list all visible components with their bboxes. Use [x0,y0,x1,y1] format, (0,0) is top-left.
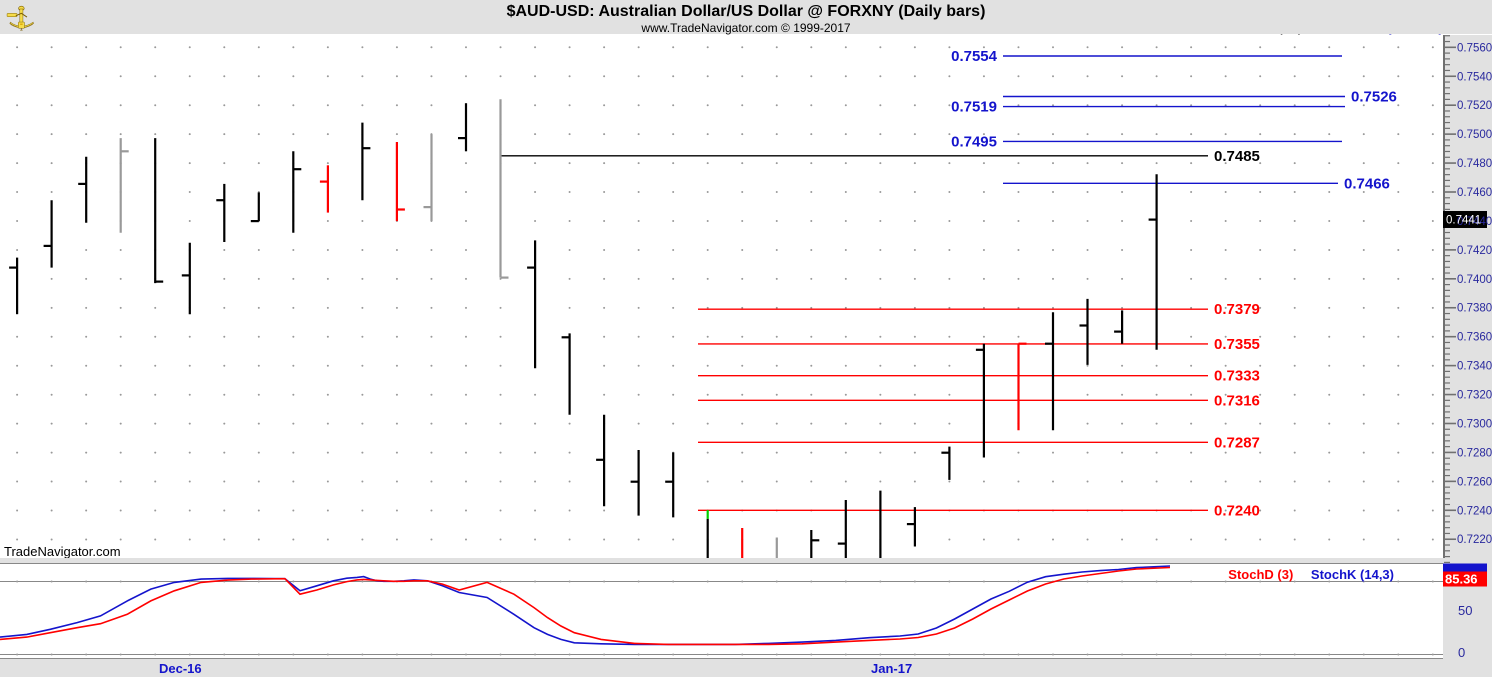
svg-text:0.7560: 0.7560 [1457,42,1492,54]
svg-text:0.7485: 0.7485 [1214,148,1260,165]
svg-text:0.7333: 0.7333 [1214,368,1260,385]
svg-text:0.7554: 0.7554 [951,48,998,65]
svg-text:0.7360: 0.7360 [1457,332,1492,344]
svg-text:0.7260: 0.7260 [1457,476,1492,488]
svg-text:0.7320: 0.7320 [1457,390,1492,402]
svg-text:0.7280: 0.7280 [1457,447,1492,459]
svg-text:0.7495: 0.7495 [951,133,997,150]
svg-text:0.7420: 0.7420 [1457,245,1492,257]
svg-text:0.7300: 0.7300 [1457,418,1492,430]
svg-text:85.36: 85.36 [1445,572,1478,587]
svg-text:0.7460: 0.7460 [1457,187,1492,199]
svg-text:0.7441: 0.7441 [1446,214,1481,226]
svg-text:0.7480: 0.7480 [1457,158,1492,170]
svg-text:0.7220: 0.7220 [1457,534,1492,546]
svg-text:50: 50 [1458,603,1472,618]
svg-text:0.7519: 0.7519 [951,99,997,116]
svg-text:0.7500: 0.7500 [1457,129,1492,141]
svg-text:0.7240: 0.7240 [1214,502,1260,519]
svg-text:0.7400: 0.7400 [1457,274,1492,286]
svg-text:0.7240: 0.7240 [1457,505,1492,517]
svg-text:0.7526: 0.7526 [1351,89,1397,106]
svg-text:0.7466: 0.7466 [1344,175,1390,192]
svg-text:0.7316: 0.7316 [1214,392,1260,409]
svg-text:0: 0 [1458,645,1465,660]
svg-text:0.7540: 0.7540 [1457,71,1492,83]
svg-text:0.7287: 0.7287 [1214,434,1260,451]
svg-text:0.7379: 0.7379 [1214,301,1260,318]
svg-text:0.7520: 0.7520 [1457,100,1492,112]
svg-text:0.7340: 0.7340 [1457,361,1492,373]
svg-text:0.7380: 0.7380 [1457,303,1492,315]
svg-text:0.7355: 0.7355 [1214,336,1260,353]
